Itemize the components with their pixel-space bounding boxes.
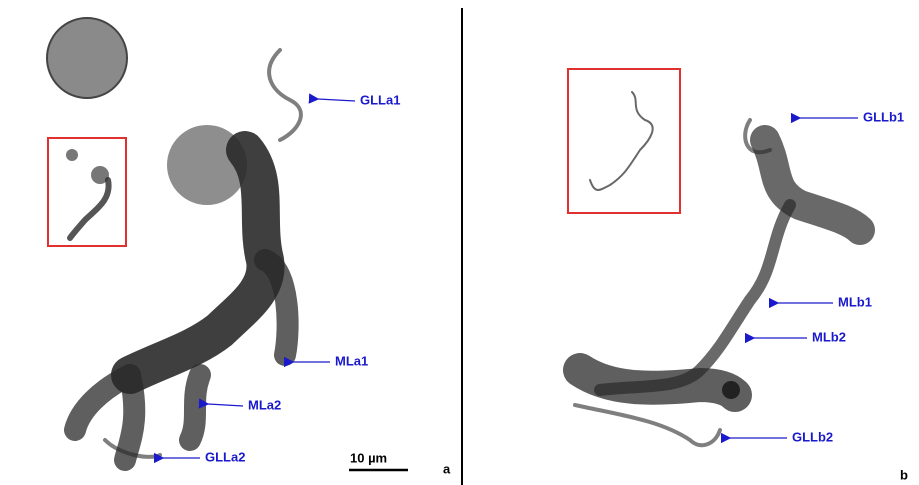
arrow (208, 404, 243, 406)
label: GLLb2 (792, 429, 833, 444)
label: MLb1 (838, 294, 872, 309)
panel-letter: a (443, 461, 451, 476)
label: GLLa2 (205, 449, 245, 464)
panel-b-image (568, 69, 860, 445)
label: GLLa1 (360, 92, 400, 107)
label: GLLb1 (863, 109, 904, 124)
figure: GLLa1 MLa1 MLa2 GLLa2 GLLb1 MLb1 MLb2 GL… (0, 0, 919, 485)
arrow (318, 99, 355, 101)
panel-letter: b (900, 467, 908, 482)
label: MLa1 (335, 353, 368, 368)
scale-bar-label: 10 µm (350, 450, 387, 465)
label: MLa2 (248, 397, 281, 412)
panel-a-image (47, 18, 301, 460)
label: MLb2 (812, 329, 846, 344)
